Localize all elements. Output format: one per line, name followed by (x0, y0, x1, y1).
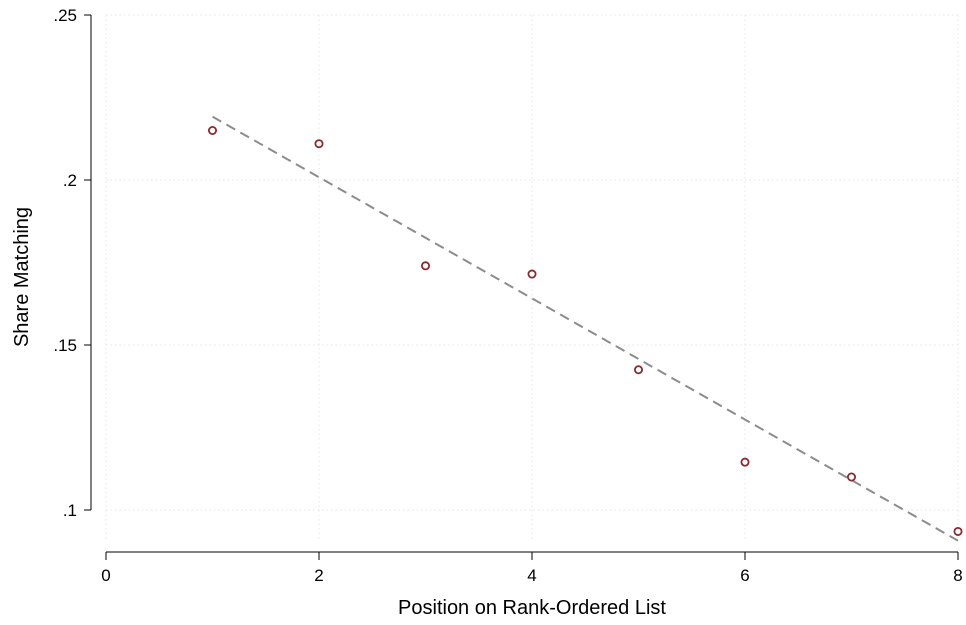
scatter-points (207, 126, 963, 536)
scatter-point (953, 526, 963, 536)
x-axis-ticks: 0 2 4 6 8 (101, 552, 963, 585)
scatter-point (420, 261, 430, 271)
fit-line (212, 115, 959, 542)
scatter-point (634, 365, 644, 375)
scatter-point (847, 472, 857, 482)
scatter-point (207, 126, 217, 136)
x-tick-label: 2 (314, 566, 323, 585)
x-tick-label: 6 (740, 566, 749, 585)
y-axis-title: Share Matching (11, 207, 33, 347)
y-tick-label: .15 (53, 336, 77, 355)
x-tick-label: 4 (527, 566, 536, 585)
y-axis-ticks: .1 .15 .2 .25 (53, 6, 91, 520)
y-tick-label: .2 (63, 171, 77, 190)
scatter-point (527, 269, 537, 279)
scatter-point (740, 457, 750, 467)
y-tick-label: .1 (63, 501, 77, 520)
x-axis-title: Position on Rank-Ordered List (398, 597, 666, 619)
x-tick-label: 8 (953, 566, 962, 585)
fit-line-layer (212, 115, 959, 542)
x-tick-label: 0 (101, 566, 110, 585)
scatter-point (314, 139, 324, 149)
y-tick-label: .25 (53, 6, 77, 25)
